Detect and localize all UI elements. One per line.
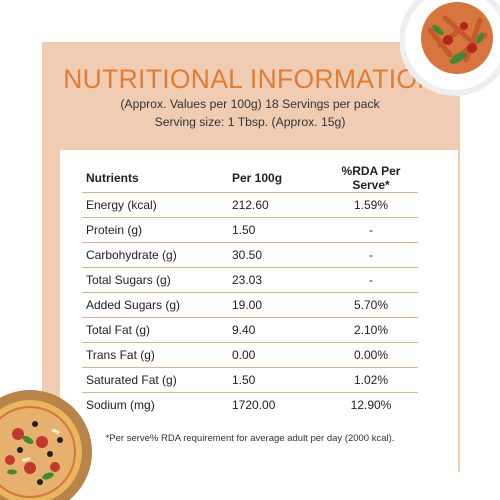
table-row: Added Sugars (g) 19.00 5.70% [82,292,418,318]
nutrient-name: Saturated Fat (g) [82,367,228,393]
header-rda: %RDA Per Serve* [324,164,418,193]
serving-size: Serving size: 1 Tbsp. (Approx. 15g) [154,115,346,129]
rda-value: - [324,242,418,268]
per-100g-value: 1.50 [228,217,324,243]
nutrient-name: Carbohydrate (g) [82,242,228,268]
table-row: Saturated Fat (g) 1.50 1.02% [82,367,418,393]
per-100g-value: 1720.00 [232,398,276,412]
nutrient-name: Total Sugars (g) [82,267,228,293]
rda-value: 1.59% [324,192,418,218]
rda-value: 1.02% [324,367,418,393]
page-title: NUTRITIONAL INFORMATION [63,64,437,94]
footnote: *Per serve% RDA requirement for average … [105,433,395,444]
per-100g-value: 212.60 [228,192,324,218]
nutrient-name: Added Sugars (g) [82,292,228,318]
per-100g-value: 9.40 [228,317,324,343]
table-row: Carbohydrate (g) 30.50- [82,242,418,268]
nutrient-name: Trans Fat (g) [82,342,228,368]
nutrient-name: Total Fat (g) [82,317,228,343]
table-header-row: Nutrients Per 100g %RDA Per Serve* [82,164,418,193]
table-row: Total Sugars (g) 23.03- [82,267,418,293]
per-100g-value: 1.50 [228,367,324,393]
table-row: Sodium (mg) 1720.00 12.90% [82,393,418,418]
table-row: Total Fat (g) 9.40 2.10% [82,317,418,343]
table-row: Trans Fat (g) 0.00 0.00% [82,342,418,368]
rda-value: - [324,267,418,293]
table-row: Energy (kcal) 212.60 1.59% [82,192,418,218]
rda-value: 0.00% [324,342,418,368]
header-nutrients: Nutrients [82,164,228,193]
pasta-plate-image [400,0,500,96]
nutrient-name: Protein (g) [82,217,228,243]
per-100g-value: 0.00 [228,342,324,368]
per-100g-value: 19.00 [228,292,324,318]
pizza-image [0,390,92,500]
rda-value: - [324,217,418,243]
per-100g-value: 23.03 [228,267,324,293]
table-row: Protein (g) 1.50- [82,217,418,243]
rda-value: 12.90% [350,398,392,412]
servings-info: (Approx. Values per 100g) 18 Servings pe… [120,97,380,111]
rda-value: 2.10% [324,317,418,343]
nutrition-table: Nutrients Per 100g %RDA Per Serve* Energ… [82,164,418,417]
per-100g-value: 30.50 [228,242,324,268]
nutrient-name: Sodium (mg) [86,398,155,412]
header-per-100g: Per 100g [228,164,324,193]
rda-value: 5.70% [324,292,418,318]
nutrient-name: Energy (kcal) [82,192,228,218]
